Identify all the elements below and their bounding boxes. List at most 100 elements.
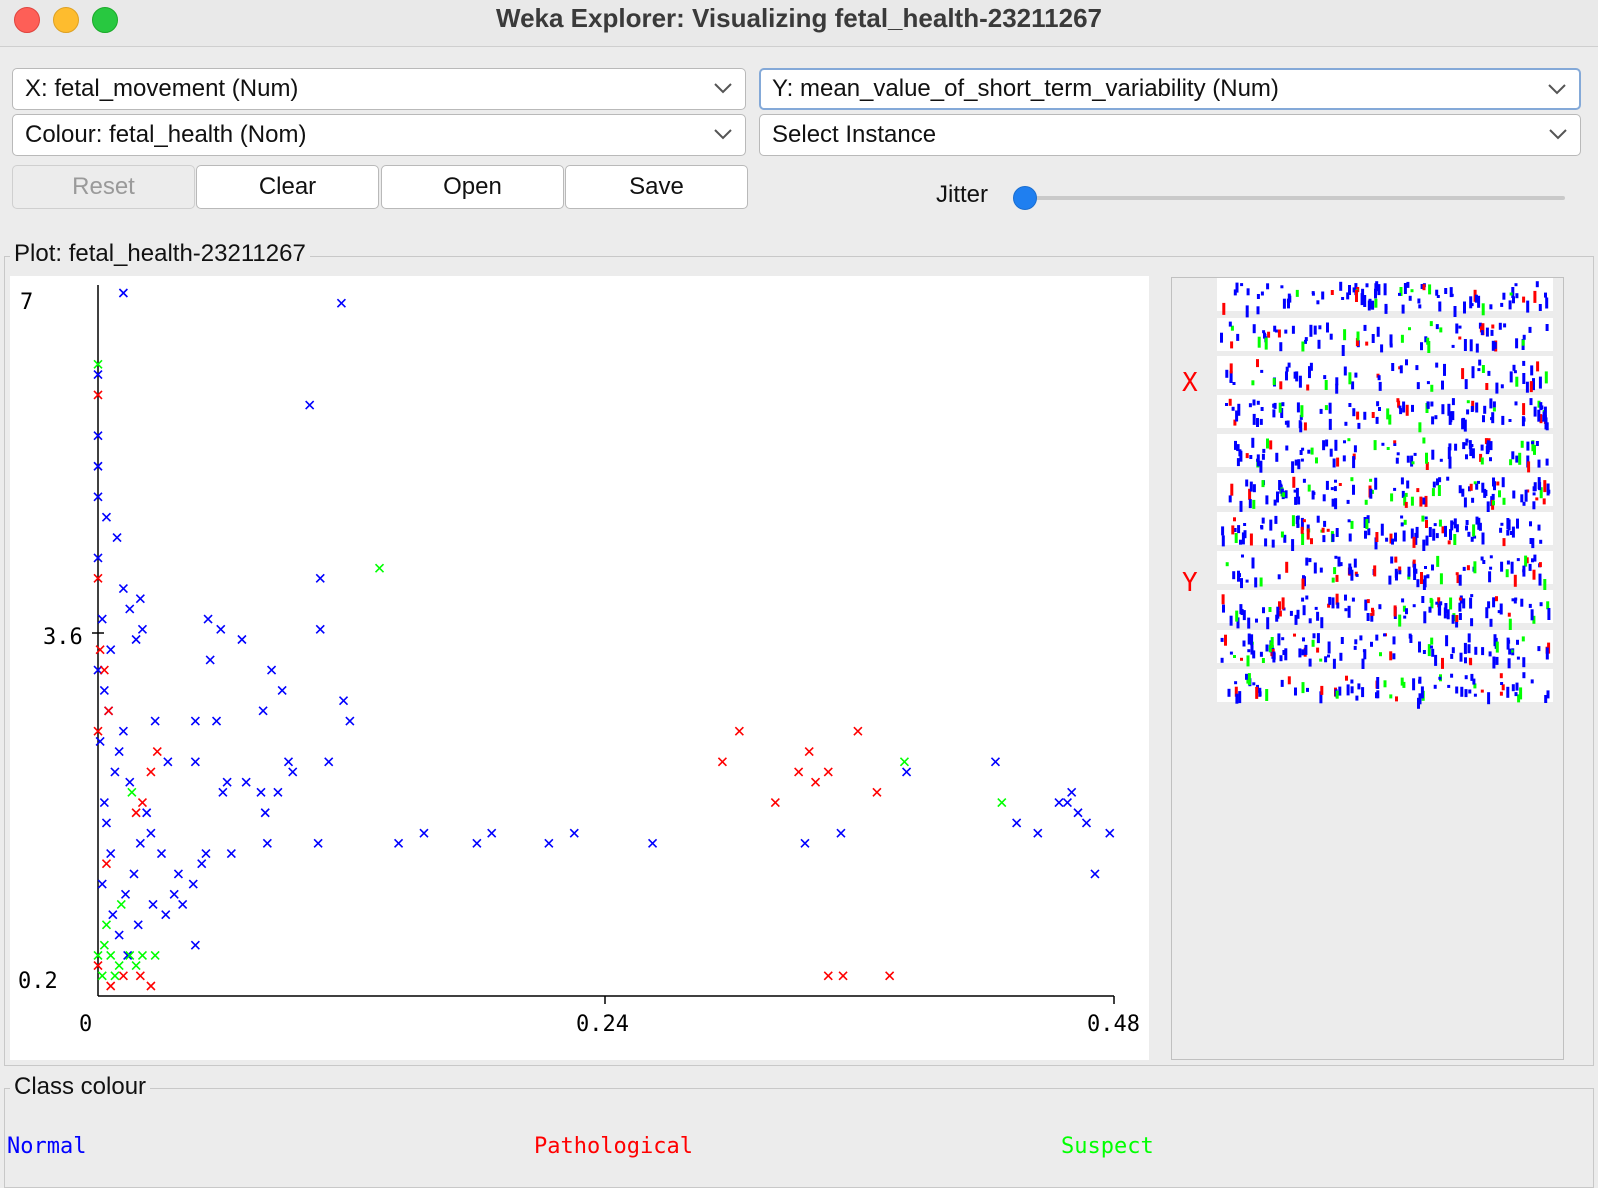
point-pathological[interactable] — [885, 971, 895, 981]
point-normal[interactable] — [118, 288, 128, 298]
point-normal[interactable] — [1012, 818, 1022, 828]
point-normal[interactable] — [256, 787, 266, 797]
point-normal[interactable] — [129, 869, 139, 879]
point-normal[interactable] — [93, 492, 103, 502]
matrix-row-3[interactable] — [1217, 356, 1553, 389]
point-normal[interactable] — [288, 767, 298, 777]
point-pathological[interactable] — [770, 797, 780, 808]
point-suspect[interactable] — [127, 787, 137, 797]
point-pathological[interactable] — [135, 971, 145, 981]
point-normal[interactable] — [118, 583, 128, 594]
point-pathological[interactable] — [137, 797, 148, 808]
point-normal[interactable] — [836, 828, 846, 838]
point-suspect[interactable] — [93, 359, 103, 369]
point-normal[interactable] — [218, 787, 228, 797]
point-normal[interactable] — [101, 818, 112, 828]
point-normal[interactable] — [345, 716, 355, 726]
point-normal[interactable] — [472, 838, 482, 848]
point-normal[interactable] — [118, 726, 128, 736]
jitter-slider-track[interactable] — [1016, 196, 1565, 200]
matrix-row-5[interactable] — [1217, 434, 1553, 467]
point-suspect[interactable] — [374, 563, 385, 573]
point-normal[interactable] — [156, 848, 167, 859]
point-normal[interactable] — [1105, 828, 1115, 838]
point-suspect[interactable] — [114, 961, 124, 971]
point-normal[interactable] — [222, 777, 232, 787]
point-normal[interactable] — [305, 400, 315, 410]
point-normal[interactable] — [99, 797, 109, 808]
point-normal[interactable] — [97, 879, 107, 889]
point-pathological[interactable] — [101, 859, 112, 869]
point-pathological[interactable] — [794, 767, 804, 777]
point-normal[interactable] — [260, 808, 270, 818]
select-instance-dropdown[interactable]: Select Instance — [759, 114, 1581, 156]
point-normal[interactable] — [114, 747, 124, 757]
point-normal[interactable] — [324, 757, 334, 767]
point-normal[interactable] — [338, 696, 349, 706]
point-pathological[interactable] — [106, 981, 116, 991]
point-normal[interactable] — [190, 716, 200, 726]
point-normal[interactable] — [1067, 787, 1077, 797]
point-normal[interactable] — [161, 910, 171, 920]
point-normal[interactable] — [137, 624, 148, 634]
point-normal[interactable] — [133, 920, 143, 930]
point-normal[interactable] — [93, 461, 103, 471]
point-normal[interactable] — [106, 848, 116, 859]
point-pathological[interactable] — [93, 573, 103, 583]
point-suspect[interactable] — [899, 757, 910, 767]
point-pathological[interactable] — [146, 767, 156, 777]
point-normal[interactable] — [106, 645, 116, 655]
point-pathological[interactable] — [823, 767, 833, 777]
point-normal[interactable] — [241, 777, 251, 787]
point-pathological[interactable] — [93, 961, 103, 971]
save-button[interactable]: Save — [565, 165, 748, 209]
point-pathological[interactable] — [152, 747, 162, 757]
point-normal[interactable] — [93, 553, 103, 563]
point-normal[interactable] — [97, 614, 107, 624]
point-suspect[interactable] — [116, 899, 126, 910]
point-pathological[interactable] — [853, 726, 863, 736]
colour-select[interactable]: Colour: fetal_health (Nom) — [12, 114, 746, 156]
point-normal[interactable] — [336, 298, 346, 308]
point-normal[interactable] — [150, 716, 160, 726]
point-normal[interactable] — [1081, 818, 1092, 828]
point-normal[interactable] — [178, 899, 188, 910]
point-suspect[interactable] — [131, 961, 141, 971]
point-normal[interactable] — [173, 869, 183, 879]
minimize-window-button[interactable] — [53, 7, 79, 33]
scatter-plot[interactable]: 7 3.6 0.2 0 0.24 0.48 — [10, 276, 1149, 1060]
point-pathological[interactable] — [99, 665, 109, 675]
point-pathological[interactable] — [104, 706, 114, 716]
point-normal[interactable] — [902, 767, 912, 777]
point-pathological[interactable] — [93, 726, 103, 736]
point-normal[interactable] — [800, 838, 810, 848]
point-normal[interactable] — [277, 685, 287, 696]
point-normal[interactable] — [216, 624, 226, 634]
point-suspect[interactable] — [150, 950, 160, 960]
legend-normal[interactable]: Normal — [7, 1134, 87, 1159]
attribute-matrix-svg[interactable]: X Y — [1172, 278, 1563, 1059]
point-pathological[interactable] — [810, 777, 821, 787]
point-normal[interactable] — [648, 838, 658, 848]
point-pathological[interactable] — [823, 971, 833, 981]
point-normal[interactable] — [394, 838, 404, 848]
point-normal[interactable] — [205, 655, 215, 665]
point-suspect[interactable] — [99, 940, 109, 950]
point-normal[interactable] — [211, 716, 222, 726]
point-suspect[interactable] — [97, 971, 107, 981]
point-suspect[interactable] — [137, 950, 148, 960]
point-suspect[interactable] — [110, 971, 120, 981]
point-normal[interactable] — [1090, 869, 1100, 879]
point-pathological[interactable] — [95, 645, 105, 655]
point-normal[interactable] — [273, 787, 283, 797]
point-normal[interactable] — [95, 736, 105, 746]
point-normal[interactable] — [93, 369, 103, 380]
point-normal[interactable] — [123, 950, 133, 960]
point-pathological[interactable] — [838, 971, 848, 981]
point-normal[interactable] — [120, 889, 131, 899]
maximize-window-button[interactable] — [92, 7, 118, 33]
point-normal[interactable] — [142, 808, 152, 818]
close-window-button[interactable] — [14, 7, 40, 33]
point-normal[interactable] — [226, 848, 236, 859]
point-pathological[interactable] — [131, 808, 141, 818]
